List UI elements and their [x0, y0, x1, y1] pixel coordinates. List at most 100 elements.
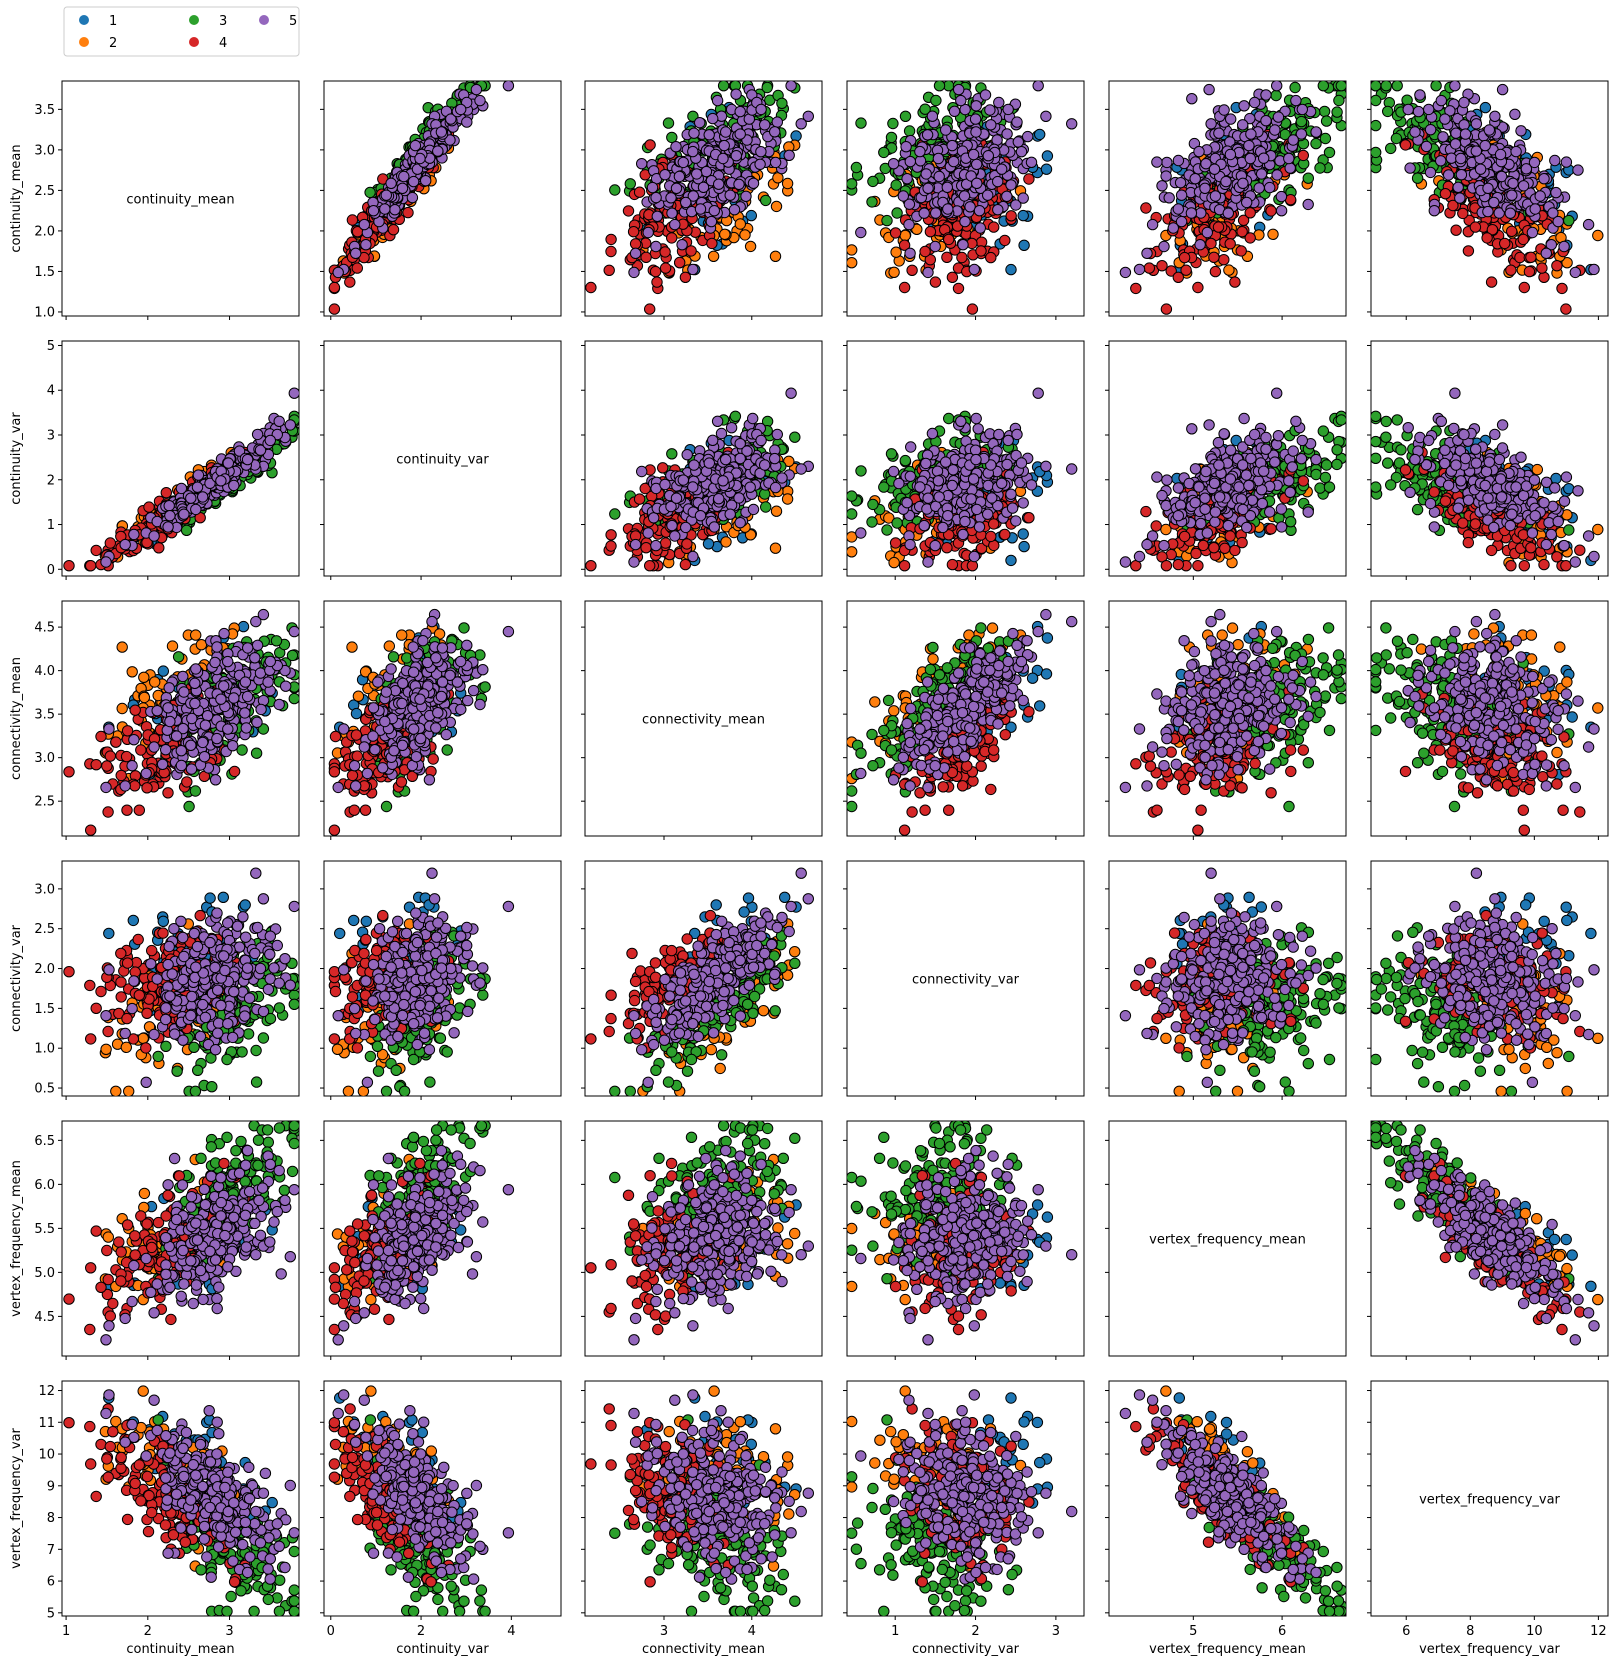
point-series-4: [1172, 271, 1185, 283]
point-series-4: [1235, 245, 1247, 257]
point-series-5: [1160, 170, 1172, 182]
point-series-5: [358, 218, 370, 231]
point-series-5: [1271, 81, 1283, 92]
point-series-3: [930, 94, 942, 107]
point-series-5: [1506, 189, 1518, 201]
point-series-2: [719, 228, 731, 241]
panel-continuity_mean-vs-connectivity_var: [843, 80, 1085, 320]
point-series-4: [640, 251, 652, 263]
point-series-5: [332, 266, 344, 279]
point-series-5: [759, 119, 771, 131]
point-series-5: [713, 178, 725, 190]
point-series-5: [1296, 103, 1309, 116]
point-series-3: [1320, 115, 1333, 127]
point-series-5: [979, 89, 992, 101]
point-series-5: [474, 94, 486, 107]
point-series-4: [952, 282, 965, 295]
point-series-4: [1447, 199, 1459, 212]
legend-marker: [259, 15, 269, 25]
point-series-4: [679, 558, 692, 571]
point-series-4: [919, 245, 931, 258]
point-series-5: [694, 510, 707, 522]
point-series-3: [1401, 94, 1413, 106]
point-series-5: [1459, 128, 1472, 140]
point-series-5: [755, 434, 767, 447]
point-series-5: [964, 201, 976, 213]
point-series-5: [973, 205, 986, 217]
point-series-4: [924, 226, 937, 238]
point-series-3: [855, 465, 867, 477]
point-series-5: [1494, 148, 1507, 161]
point-series-5: [967, 148, 980, 161]
point-series-2: [720, 536, 732, 548]
point-series-5: [1040, 110, 1052, 123]
point-series-4: [985, 251, 997, 264]
point-series-5: [1414, 89, 1426, 101]
point-series-5: [1470, 145, 1483, 157]
point-series-5: [1510, 145, 1522, 158]
point-series-5: [982, 150, 994, 162]
point-series-4: [1486, 224, 1499, 236]
point-series-5: [1172, 203, 1185, 215]
point-series-5: [747, 503, 760, 516]
point-series-5: [992, 175, 1004, 188]
point-series-4: [898, 281, 911, 294]
point-series-5: [733, 492, 745, 504]
point-series-5: [1241, 196, 1253, 209]
point-series-5: [204, 477, 216, 489]
point-series-5: [771, 428, 783, 441]
point-series-5: [926, 110, 939, 122]
point-series-3: [847, 490, 858, 502]
scatter-points: [847, 81, 1078, 315]
point-series-4: [966, 303, 979, 315]
point-series-5: [669, 218, 681, 231]
point-series-3: [666, 448, 678, 460]
point-series-4: [999, 528, 1011, 541]
point-series-5: [929, 240, 941, 253]
point-series-2: [1223, 264, 1235, 276]
point-series-4: [674, 256, 686, 269]
point-series-3: [666, 131, 678, 144]
point-series-5: [119, 538, 131, 551]
point-series-4: [898, 239, 911, 251]
point-series-5: [687, 550, 699, 563]
point-series-5: [1269, 124, 1281, 136]
y-tick-label: 3: [47, 429, 55, 444]
point-series-4: [1506, 225, 1518, 238]
point-series-4: [143, 501, 155, 513]
point-series-4: [605, 540, 617, 552]
point-series-5: [1244, 112, 1256, 125]
point-series-5: [1146, 218, 1159, 231]
point-series-4: [681, 538, 693, 550]
point-series-5: [1290, 94, 1302, 107]
point-series-4: [585, 560, 597, 572]
point-series-5: [1156, 180, 1168, 192]
point-series-4: [941, 251, 953, 263]
point-series-5: [903, 218, 915, 231]
point-series-5: [1412, 105, 1425, 118]
point-series-5: [1526, 226, 1539, 239]
point-series-1: [1041, 150, 1054, 162]
point-series-2: [781, 177, 794, 190]
point-series-5: [993, 96, 1005, 109]
point-series-5: [284, 419, 296, 431]
y-tick-label: 4: [47, 384, 55, 399]
point-series-5: [1066, 118, 1078, 130]
point-series-3: [881, 524, 893, 536]
point-series-5: [1435, 155, 1447, 167]
point-series-5: [128, 528, 140, 541]
point-series-5: [703, 457, 715, 469]
point-series-5: [992, 204, 1004, 216]
point-series-5: [1205, 118, 1217, 130]
point-series-4: [1236, 226, 1248, 238]
point-series-5: [215, 475, 227, 487]
point-series-5: [1275, 205, 1288, 217]
point-series-5: [288, 387, 299, 399]
point-series-5: [930, 207, 942, 219]
point-series-4: [633, 493, 646, 505]
point-series-4: [633, 186, 646, 198]
point-series-5: [1474, 163, 1487, 175]
point-series-5: [379, 203, 391, 215]
point-series-1: [1034, 128, 1046, 141]
point-series-3: [847, 178, 858, 190]
